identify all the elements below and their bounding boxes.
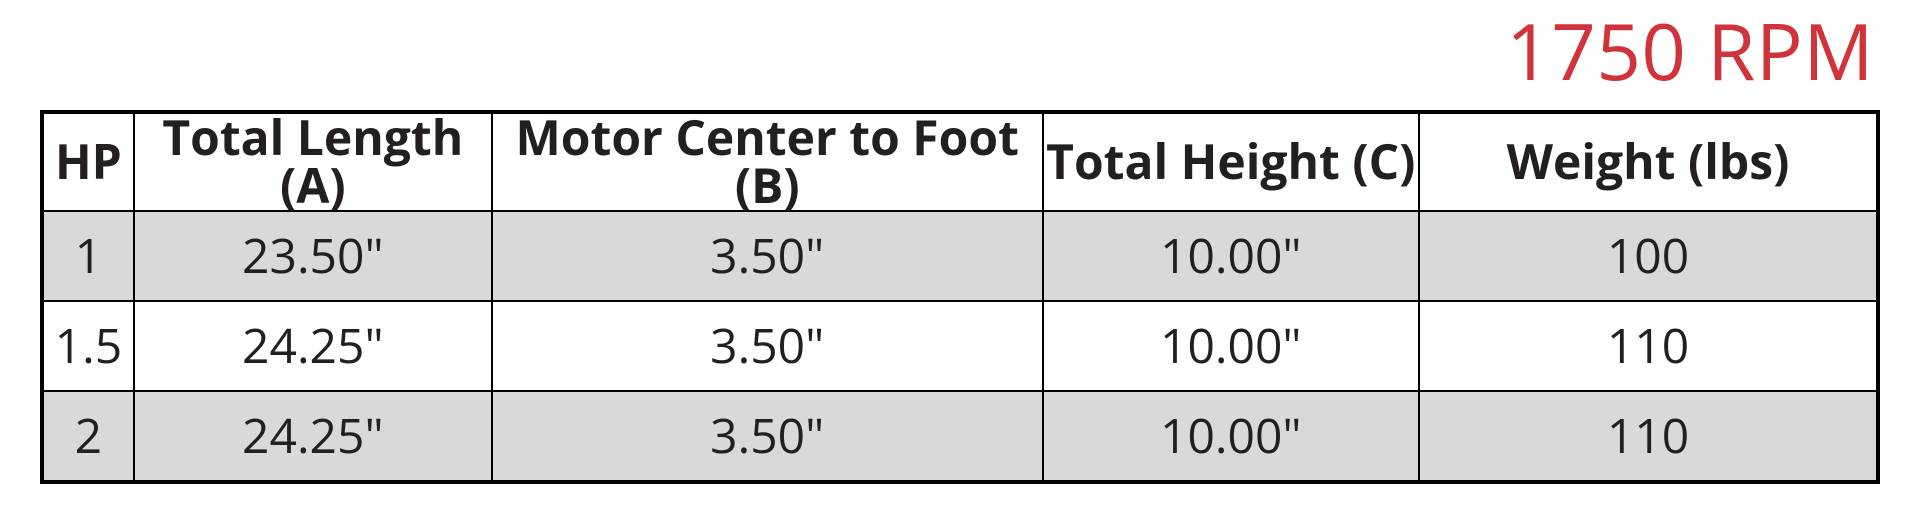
col-header-total-length: Total Length (A) <box>134 112 492 211</box>
spec-table: HP Total Length (A) Motor Center to Foot… <box>40 110 1880 484</box>
table-header-row: HP Total Length (A) Motor Center to Foot… <box>42 112 1878 211</box>
col-header-weight: Weight (lbs) <box>1419 112 1878 211</box>
cell-total-length: 24.25" <box>134 391 492 482</box>
col-header-total-height: Total Height (C) <box>1043 112 1419 211</box>
cell-total-height: 10.00" <box>1043 391 1419 482</box>
page-root: 1750 RPM HP Total Length (A) Motor Cente… <box>0 0 1920 514</box>
cell-motor-center-to-foot: 3.50" <box>492 391 1043 482</box>
cell-total-height: 10.00" <box>1043 211 1419 301</box>
cell-total-length: 23.50" <box>134 211 492 301</box>
table-row: 1 23.50" 3.50" 10.00" 100 <box>42 211 1878 301</box>
cell-hp: 2 <box>42 391 134 482</box>
table-row: 2 24.25" 3.50" 10.00" 110 <box>42 391 1878 482</box>
col-header-hp: HP <box>42 112 134 211</box>
col-header-motor-center-to-foot: Motor Center to Foot (B) <box>492 112 1043 211</box>
cell-weight: 100 <box>1419 211 1878 301</box>
cell-motor-center-to-foot: 3.50" <box>492 301 1043 391</box>
cell-motor-center-to-foot: 3.50" <box>492 211 1043 301</box>
cell-total-height: 10.00" <box>1043 301 1419 391</box>
cell-hp: 1.5 <box>42 301 134 391</box>
cell-weight: 110 <box>1419 301 1878 391</box>
cell-hp: 1 <box>42 211 134 301</box>
cell-weight: 110 <box>1419 391 1878 482</box>
page-title: 1750 RPM <box>40 10 1874 92</box>
cell-total-length: 24.25" <box>134 301 492 391</box>
table-row: 1.5 24.25" 3.50" 10.00" 110 <box>42 301 1878 391</box>
